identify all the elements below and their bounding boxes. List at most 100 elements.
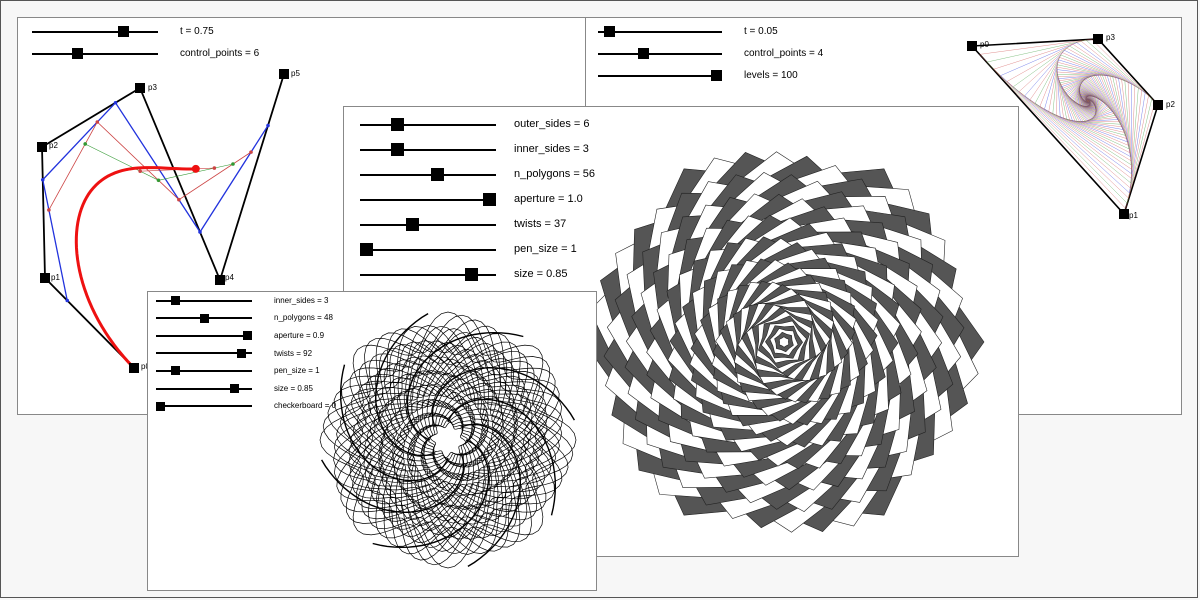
- slider-thumb[interactable]: [405, 218, 419, 231]
- star-panel: outer_sides = 6 inner_sides = 3 n_polygons…: [343, 106, 1019, 557]
- spiral-canvas[interactable]: [586, 18, 1182, 415]
- flower-polygon: [349, 341, 547, 539]
- control-point-p3[interactable]: [135, 83, 145, 93]
- spiral-level: [1077, 87, 1100, 114]
- slider-thumb[interactable]: [360, 243, 373, 256]
- flower-polygon: [386, 378, 510, 502]
- slider-track[interactable]: [156, 352, 252, 355]
- slider-track[interactable]: [360, 248, 496, 251]
- slider-track[interactable]: [598, 52, 722, 55]
- spiral-level: [1087, 100, 1089, 102]
- spiral-level: [1063, 77, 1116, 122]
- star-canvas[interactable]: [344, 107, 1019, 557]
- control-point-p4[interactable]: [215, 275, 225, 285]
- control-point-p3[interactable]: [1093, 34, 1103, 44]
- flower-polygon: [336, 328, 560, 552]
- slider-thumb[interactable]: [390, 118, 404, 131]
- slider-thumb[interactable]: [243, 331, 252, 341]
- slider-inner-sides[interactable]: inner_sides = 3: [156, 296, 474, 305]
- slider-track[interactable]: [156, 405, 252, 408]
- slider-control-points[interactable]: control_points = 6: [32, 48, 380, 59]
- slider-track[interactable]: [156, 334, 252, 337]
- point-label-p0: p0: [980, 40, 989, 49]
- bezier-canvas[interactable]: [18, 18, 591, 415]
- spiral-level: [1070, 81, 1108, 119]
- slider-n-polygons[interactable]: n_polygons = 48: [156, 313, 474, 323]
- slider-levels[interactable]: levels = 100: [598, 70, 944, 81]
- curve-endpoint[interactable]: [191, 164, 200, 173]
- spiral-level: [1079, 88, 1098, 113]
- slider-pen-size[interactable]: pen_size = 1: [360, 243, 714, 256]
- slider-twists[interactable]: twists = 92: [156, 349, 474, 358]
- slider-inner-sides[interactable]: inner_sides = 3: [360, 143, 714, 156]
- slider-thumb[interactable]: [483, 193, 496, 206]
- flower-polygon: [407, 399, 489, 481]
- flower-canvas[interactable]: [148, 292, 597, 591]
- control-point-p0[interactable]: [967, 41, 977, 51]
- slider-n-polygons[interactable]: n_polygons = 56: [360, 168, 714, 181]
- spiral-level: [1074, 84, 1103, 116]
- slider-track[interactable]: [598, 74, 722, 77]
- slider-thumb[interactable]: [199, 313, 209, 323]
- spiral-level: [1062, 76, 1117, 122]
- slider-aperture[interactable]: aperture = 1.0: [360, 193, 714, 206]
- slider-aperture[interactable]: aperture = 0.9: [156, 331, 474, 341]
- slider-track[interactable]: [156, 387, 252, 390]
- level-point: [83, 142, 88, 146]
- slider-size[interactable]: size = 0.85: [156, 384, 474, 393]
- control-polygon-level-2: [48, 121, 252, 211]
- point-label-p3: p3: [1106, 33, 1115, 42]
- spiral-level: [1064, 77, 1115, 122]
- control-point-p2[interactable]: [1153, 100, 1163, 110]
- slider-thumb[interactable]: [156, 401, 165, 411]
- control-point-p2[interactable]: [37, 142, 47, 152]
- level-point: [198, 230, 202, 234]
- spiral-level: [1061, 76, 1119, 122]
- slider-track[interactable]: [598, 30, 722, 33]
- slider-outer-sides[interactable]: outer_sides = 6: [360, 118, 714, 131]
- slider-track[interactable]: [360, 198, 496, 201]
- slider-pen-size[interactable]: pen_size = 1: [156, 366, 474, 376]
- control-point-p0[interactable]: [129, 363, 139, 373]
- spiral-level: [1013, 45, 1139, 184]
- slider-thumb[interactable]: [603, 26, 615, 37]
- spiral-level: [1065, 78, 1113, 121]
- point-label-p2: p2: [1166, 100, 1175, 109]
- slider-thumb[interactable]: [170, 296, 180, 305]
- control-point-p1[interactable]: [40, 273, 50, 283]
- slider-thumb[interactable]: [170, 366, 180, 376]
- slider-track[interactable]: [156, 299, 252, 302]
- slider-track[interactable]: [32, 52, 158, 55]
- slider-t[interactable]: t = 0.05: [598, 26, 944, 37]
- slider-thumb[interactable]: [431, 168, 445, 181]
- slider-track[interactable]: [360, 123, 496, 126]
- control-point-p5[interactable]: [279, 69, 289, 79]
- slider-thumb[interactable]: [72, 48, 84, 59]
- slider-t[interactable]: t = 0.75: [32, 26, 380, 37]
- flower-polygon: [339, 331, 557, 549]
- slider-size[interactable]: size = 0.85: [360, 268, 714, 281]
- slider-thumb[interactable]: [390, 143, 404, 156]
- slider-thumb[interactable]: [236, 348, 246, 358]
- slider-thumb[interactable]: [229, 384, 239, 393]
- slider-thumb[interactable]: [118, 26, 130, 37]
- slider-thumb[interactable]: [464, 268, 478, 281]
- slider-checkerboard[interactable]: checkerboard = 0: [156, 401, 474, 411]
- flower-spiral-arm: [406, 331, 524, 441]
- slider-control-points[interactable]: control_points = 4: [598, 48, 944, 59]
- spiral-level: [1075, 85, 1102, 116]
- slider-thumb[interactable]: [637, 48, 649, 59]
- control-point-p1[interactable]: [1119, 209, 1129, 219]
- slider-track[interactable]: [360, 148, 496, 151]
- slider-twists[interactable]: twists = 37: [360, 218, 714, 231]
- point-label-p3: p3: [148, 83, 157, 92]
- slider-track[interactable]: [360, 223, 496, 226]
- slider-thumb[interactable]: [711, 70, 722, 81]
- slider-track[interactable]: [360, 273, 496, 276]
- level-point: [249, 150, 253, 154]
- flower-polygon: [378, 370, 518, 510]
- slider-track[interactable]: [156, 369, 252, 372]
- slider-track[interactable]: [360, 173, 496, 176]
- flower-drawing: [319, 311, 577, 569]
- slider-track[interactable]: [32, 30, 158, 33]
